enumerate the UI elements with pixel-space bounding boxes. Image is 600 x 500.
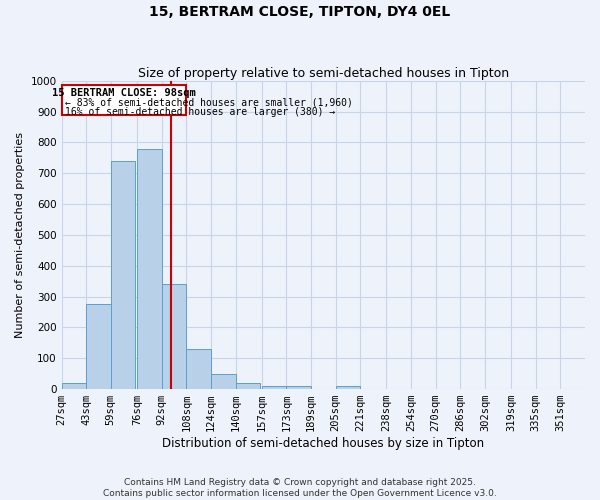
Bar (137, 148, 161, 389)
Bar (62, 86, 186, 115)
Bar (111, 161, 136, 389)
Text: 15 BERTRAM CLOSE: 98sqm: 15 BERTRAM CLOSE: 98sqm (52, 88, 196, 98)
Text: 16% of semi-detached houses are larger (380) →: 16% of semi-detached houses are larger (… (65, 106, 335, 117)
Bar (335, 386, 360, 389)
Text: ← 83% of semi-detached houses are smaller (1,960): ← 83% of semi-detached houses are smalle… (65, 98, 352, 108)
X-axis label: Distribution of semi-detached houses by size in Tipton: Distribution of semi-detached houses by … (162, 437, 484, 450)
Bar (236, 383, 260, 389)
Bar (286, 386, 311, 389)
Bar (262, 386, 286, 389)
Bar (186, 349, 211, 389)
Text: 15, BERTRAM CLOSE, TIPTON, DY4 0EL: 15, BERTRAM CLOSE, TIPTON, DY4 0EL (149, 5, 451, 19)
Bar (211, 374, 236, 389)
Bar (161, 284, 186, 389)
Y-axis label: Number of semi-detached properties: Number of semi-detached properties (15, 132, 25, 338)
Bar (62, 383, 86, 389)
Bar (86, 304, 111, 389)
Title: Size of property relative to semi-detached houses in Tipton: Size of property relative to semi-detach… (138, 66, 509, 80)
Text: Contains HM Land Registry data © Crown copyright and database right 2025.
Contai: Contains HM Land Registry data © Crown c… (103, 478, 497, 498)
